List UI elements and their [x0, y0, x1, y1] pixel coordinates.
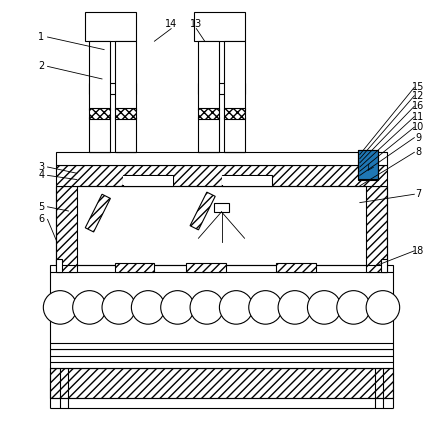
- Circle shape: [132, 291, 165, 324]
- Text: 1: 1: [38, 32, 44, 42]
- Polygon shape: [85, 194, 110, 232]
- Bar: [366, 186, 387, 272]
- Bar: [224, 116, 245, 152]
- Text: 16: 16: [412, 101, 425, 111]
- Text: 7: 7: [416, 189, 422, 199]
- Circle shape: [366, 291, 400, 324]
- Text: 14: 14: [165, 19, 177, 30]
- Bar: [85, 12, 136, 41]
- Text: 13: 13: [190, 19, 202, 30]
- Bar: [56, 259, 62, 272]
- Circle shape: [190, 291, 224, 324]
- Circle shape: [73, 291, 106, 324]
- Text: 12: 12: [412, 91, 425, 101]
- Bar: [224, 41, 245, 111]
- Circle shape: [278, 291, 311, 324]
- Bar: [124, 176, 173, 185]
- Bar: [198, 41, 219, 111]
- Bar: [381, 259, 387, 272]
- Bar: [115, 116, 136, 152]
- Bar: [186, 263, 225, 272]
- Text: 3: 3: [38, 162, 44, 172]
- Bar: [56, 152, 387, 165]
- Circle shape: [337, 291, 370, 324]
- Bar: [56, 186, 77, 272]
- Bar: [360, 152, 377, 169]
- Text: 2: 2: [38, 61, 44, 71]
- Text: 18: 18: [412, 246, 425, 256]
- Text: 9: 9: [416, 133, 422, 143]
- Text: 5: 5: [38, 202, 44, 212]
- Bar: [89, 83, 136, 94]
- Text: 10: 10: [412, 122, 425, 132]
- Text: 15: 15: [412, 82, 425, 92]
- Bar: [89, 41, 110, 111]
- Circle shape: [102, 291, 136, 324]
- Bar: [222, 176, 272, 186]
- Bar: [115, 108, 136, 119]
- Bar: [198, 116, 219, 152]
- Bar: [358, 150, 378, 179]
- Bar: [358, 151, 378, 179]
- Bar: [115, 41, 136, 111]
- Bar: [214, 203, 229, 212]
- Circle shape: [249, 291, 282, 324]
- Bar: [198, 83, 245, 94]
- Bar: [276, 263, 316, 272]
- Bar: [360, 152, 377, 167]
- Bar: [50, 265, 393, 349]
- Circle shape: [161, 291, 194, 324]
- Bar: [123, 176, 173, 186]
- Polygon shape: [190, 192, 215, 230]
- Circle shape: [307, 291, 341, 324]
- Bar: [224, 108, 245, 119]
- Bar: [56, 165, 387, 186]
- Bar: [89, 108, 110, 119]
- Bar: [89, 116, 110, 152]
- Circle shape: [43, 291, 77, 324]
- Bar: [222, 176, 272, 185]
- Bar: [198, 108, 219, 119]
- Text: 4: 4: [38, 170, 44, 180]
- Bar: [115, 263, 155, 272]
- Text: 8: 8: [416, 147, 422, 157]
- Bar: [194, 12, 245, 41]
- Bar: [358, 150, 378, 179]
- Bar: [50, 349, 393, 368]
- Text: 6: 6: [38, 214, 44, 225]
- Bar: [50, 368, 393, 398]
- Circle shape: [219, 291, 253, 324]
- Text: 11: 11: [412, 112, 425, 122]
